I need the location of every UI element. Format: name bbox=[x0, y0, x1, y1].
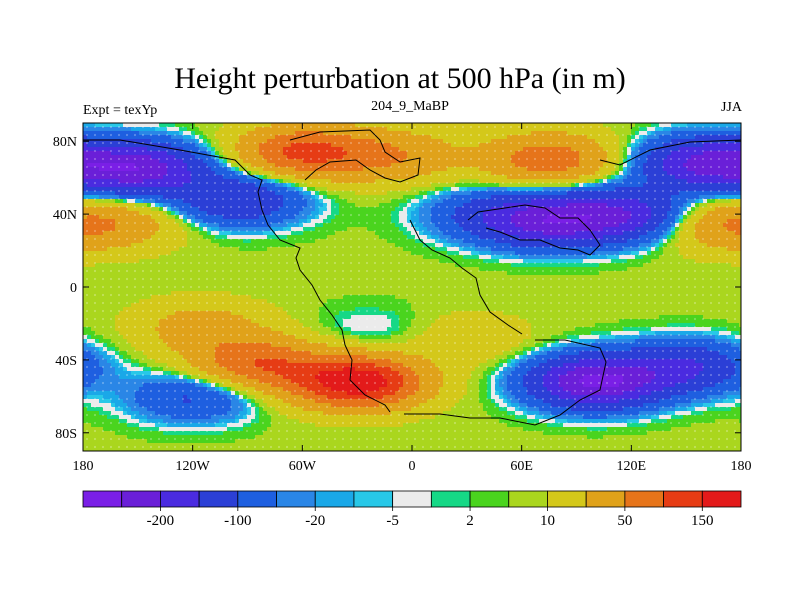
chart-svg: 180 120W 60W 0 60E 120E 18080N40N040S80S -200-… bbox=[0, 0, 800, 600]
